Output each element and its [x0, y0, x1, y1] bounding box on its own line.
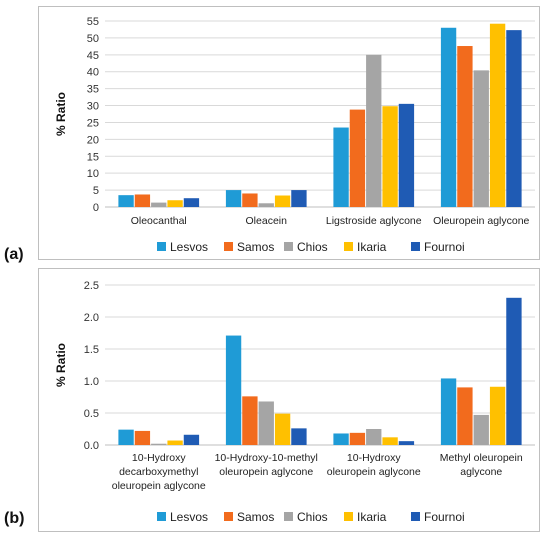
y-tick-label: 0	[93, 202, 99, 214]
bar-chios	[473, 414, 489, 445]
bar-lesvos	[440, 378, 457, 445]
bar-samos	[457, 46, 473, 208]
bar-ikaria	[274, 413, 291, 445]
bar-ikaria	[489, 23, 506, 207]
legend-label-samos: Samos	[237, 240, 274, 254]
bar-ikaria	[382, 106, 398, 207]
bar-ikaria	[274, 195, 291, 207]
bar-fournoi	[291, 190, 307, 207]
bar-chios	[473, 70, 489, 207]
legend-swatch-samos	[224, 512, 233, 521]
x-category-label: aglycone	[460, 466, 502, 478]
bar-lesvos	[333, 433, 349, 445]
y-tick-label: 25	[87, 117, 99, 129]
y-tick-label: 50	[87, 33, 99, 45]
bar-ikaria	[167, 440, 183, 445]
y-tick-label: 5	[93, 185, 99, 197]
x-category-label: Oleuropein aglycone	[433, 215, 529, 227]
bar-lesvos	[118, 195, 134, 207]
bar-lesvos	[225, 190, 242, 207]
y-tick-label: 20	[87, 134, 99, 146]
x-category-label: Ligstroside aglycone	[326, 215, 422, 227]
x-category-label: 10-Hydroxy	[347, 452, 401, 464]
bar-chios	[366, 54, 382, 208]
bar-chios	[151, 202, 167, 207]
y-tick-label: 55	[87, 16, 99, 28]
bar-lesvos	[333, 127, 349, 207]
legend-label-ikaria: Ikaria	[357, 240, 387, 254]
bar-ikaria	[489, 386, 506, 445]
bar-fournoi	[183, 198, 200, 207]
y-axis-title: % Ratio	[54, 343, 68, 387]
x-category-label: Oleocanthal	[131, 215, 187, 227]
legend-swatch-lesvos	[157, 512, 166, 521]
legend-swatch-ikaria	[344, 512, 353, 521]
bar-chios	[366, 429, 382, 445]
x-category-label: oleuropein aglycone	[327, 466, 421, 478]
legend-swatch-chios	[284, 512, 293, 521]
bar-lesvos	[440, 27, 457, 207]
y-tick-label: 45	[87, 50, 99, 62]
bar-samos	[349, 432, 366, 445]
legend-label-chios: Chios	[297, 240, 328, 254]
y-tick-label: 0.5	[84, 408, 99, 420]
legend-swatch-lesvos	[157, 242, 166, 251]
legend-label-lesvos: Lesvos	[170, 240, 208, 254]
chart-b-svg: % Ratio 0.0 0.5 1.0 1.5 2.0 2.5 10-Hydroxy decar…	[54, 280, 535, 524]
y-tick-label: 15	[87, 151, 99, 163]
bar-ikaria	[167, 200, 183, 207]
y-tick-label: 0.0	[84, 440, 99, 452]
bar-fournoi	[398, 441, 415, 445]
y-tick-label: 1.5	[84, 344, 99, 356]
chart-panel-b: % Ratio 0.0 0.5 1.0 1.5 2.0 2.5 10-Hydroxy decar…	[38, 268, 540, 532]
x-category-label: oleuropein aglycone	[219, 466, 313, 478]
legend-label-samos: Samos	[237, 510, 274, 524]
y-tick-label: 10	[87, 168, 99, 180]
bar-samos	[349, 109, 366, 207]
x-category-label: decarboxymethyl	[119, 466, 198, 478]
bar-fournoi	[183, 434, 200, 445]
legend-label-fournoi: Fournoi	[424, 240, 465, 254]
y-tick-label: 35	[87, 84, 99, 96]
bar-fournoi	[291, 428, 307, 445]
bar-samos	[242, 193, 258, 207]
legend-swatch-fournoi	[411, 242, 420, 251]
bar-chios	[151, 443, 167, 445]
x-category-label: oleuropein aglycone	[112, 480, 206, 492]
bar-samos	[457, 387, 473, 445]
y-tick-label: 1.0	[84, 376, 99, 388]
x-category-label: 10-Hydroxy-10-methyl	[215, 452, 318, 464]
bar-chios	[258, 401, 274, 445]
legend-swatch-ikaria	[344, 242, 353, 251]
x-category-label: Methyl oleuropein	[440, 452, 523, 464]
y-tick-label: 2.0	[84, 312, 99, 324]
bar-samos	[242, 396, 258, 445]
x-category-label: Oleacein	[246, 215, 288, 227]
chart-panel-a: % Ratio 0 5 10 15 20 25 30 35 40 45 50 55 Oleocanthal…	[38, 6, 540, 260]
y-tick-label: 30	[87, 101, 99, 113]
bar-ikaria	[382, 437, 398, 445]
legend-swatch-samos	[224, 242, 233, 251]
bar-samos	[134, 430, 151, 445]
legend-label-fournoi: Fournoi	[424, 510, 465, 524]
bar-fournoi	[506, 297, 522, 445]
legend-swatch-fournoi	[411, 512, 420, 521]
panel-label-a: (a)	[4, 246, 24, 263]
y-tick-label: 40	[87, 67, 99, 79]
bar-samos	[134, 194, 151, 207]
legend-swatch-chios	[284, 242, 293, 251]
x-category-label: 10-Hydroxy	[132, 452, 186, 464]
y-axis-title: % Ratio	[54, 92, 68, 136]
legend-label-chios: Chios	[297, 510, 328, 524]
bar-lesvos	[118, 429, 134, 445]
bar-fournoi	[506, 30, 522, 208]
bar-lesvos	[225, 335, 242, 445]
legend-label-lesvos: Lesvos	[170, 510, 208, 524]
panel-label-b: (b)	[4, 510, 25, 527]
bar-fournoi	[398, 103, 415, 207]
chart-a-svg: % Ratio 0 5 10 15 20 25 30 35 40 45 50 55 Oleocanthal…	[54, 16, 535, 254]
legend-label-ikaria: Ikaria	[357, 510, 387, 524]
bar-chios	[258, 203, 274, 207]
y-tick-label: 2.5	[84, 280, 99, 292]
